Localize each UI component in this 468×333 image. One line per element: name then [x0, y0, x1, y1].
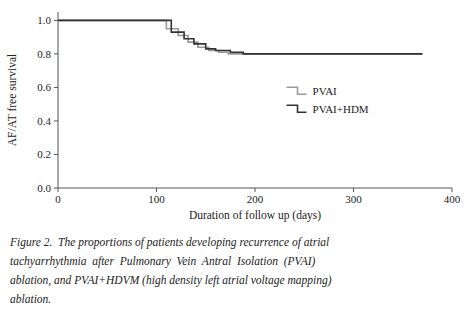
- x-tick: [452, 188, 453, 192]
- legend-swatch: [287, 105, 307, 112]
- y-tick: [54, 53, 58, 54]
- caption-line: tachyarrhythmia after Pulmonary Vein Ant…: [10, 255, 316, 268]
- axes: 0 100 200 300 400 0.0 0.2 0.4 0.6 0.8 1.0: [37, 12, 461, 205]
- y-tick: [54, 188, 58, 189]
- step-line: [58, 20, 422, 54]
- x-tick: [156, 188, 157, 192]
- x-axis-label: Duration of follow up (days): [189, 209, 321, 222]
- x-tick-label: 300: [345, 193, 362, 205]
- caption: Figure 2. The proportions of patients de…: [9, 236, 332, 305]
- y-tick-label: 0.0: [37, 182, 51, 194]
- x-tick: [255, 188, 256, 192]
- y-axis-label: AF/AT free survival: [6, 54, 18, 146]
- chart-container: 0 100 200 300 400 0.0 0.2 0.4 0.6 0.8 1.0 Duration …: [0, 0, 468, 333]
- x-tick: [58, 188, 59, 192]
- y-tick-label: 0.4: [37, 115, 51, 127]
- caption-line: Figure 2. The proportions of patients de…: [9, 236, 329, 249]
- y-axis-line: [58, 12, 59, 188]
- legend-swatch: [287, 87, 307, 94]
- x-tick-label: 200: [247, 193, 264, 205]
- x-tick: [353, 188, 354, 192]
- x-tick-label: 100: [148, 193, 165, 205]
- y-tick-label: 1.0: [37, 14, 51, 26]
- x-tick-label: 400: [444, 193, 461, 205]
- y-tick-label: 0.8: [37, 48, 51, 60]
- y-tick-label: 0.2: [37, 148, 51, 160]
- step-line: [58, 20, 422, 54]
- x-tick-label: 0: [55, 193, 61, 205]
- legend-label: PVAI+HDM: [313, 103, 369, 115]
- y-tick: [54, 120, 58, 121]
- caption-line: ablation.: [10, 293, 51, 305]
- legend-label: PVAI: [313, 85, 338, 97]
- plot-area: [58, 20, 422, 54]
- y-tick: [54, 154, 58, 155]
- chart-svg: 0 100 200 300 400 0.0 0.2 0.4 0.6 0.8 1.0 Duration …: [0, 0, 468, 333]
- caption-line: ablation, and PVAI+HDVM (high density le…: [10, 274, 332, 287]
- y-tick: [54, 87, 58, 88]
- y-tick-label: 0.6: [37, 81, 51, 93]
- legend: PVAI PVAI+HDM: [287, 85, 369, 115]
- y-tick: [54, 20, 58, 21]
